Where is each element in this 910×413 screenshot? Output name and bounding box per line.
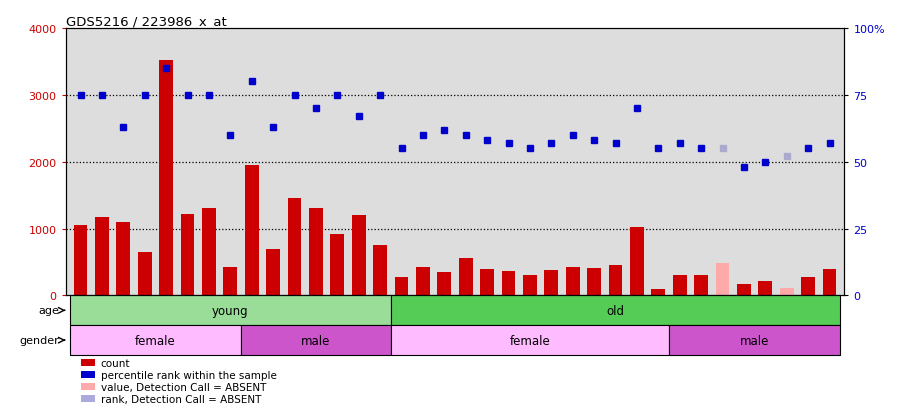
Bar xyxy=(823,270,836,296)
Bar xyxy=(459,259,472,296)
Bar xyxy=(737,285,751,296)
Bar xyxy=(672,276,687,296)
Bar xyxy=(438,272,451,296)
Bar xyxy=(390,325,669,355)
Text: male: male xyxy=(740,334,769,347)
Bar xyxy=(715,263,730,296)
Bar xyxy=(609,266,622,296)
Bar xyxy=(70,296,390,325)
Bar xyxy=(373,246,387,296)
Bar xyxy=(352,216,366,296)
Text: value, Detection Call = ABSENT: value, Detection Call = ABSENT xyxy=(101,382,266,392)
Bar xyxy=(245,166,258,296)
Bar xyxy=(523,276,537,296)
Bar xyxy=(390,296,840,325)
Bar xyxy=(202,208,216,296)
Text: count: count xyxy=(101,358,130,368)
Text: GDS5216 / 223986_x_at: GDS5216 / 223986_x_at xyxy=(66,15,227,28)
Bar xyxy=(137,252,152,296)
Bar xyxy=(758,282,773,296)
Bar xyxy=(652,289,665,296)
Bar xyxy=(81,395,96,402)
Bar xyxy=(159,61,173,296)
Bar xyxy=(308,208,323,296)
Bar xyxy=(116,222,130,296)
Bar xyxy=(180,214,195,296)
Text: age: age xyxy=(38,306,59,316)
Bar xyxy=(395,277,409,296)
Bar xyxy=(81,359,96,366)
Bar xyxy=(801,277,815,296)
Text: young: young xyxy=(212,304,248,317)
Bar xyxy=(81,371,96,378)
Text: old: old xyxy=(606,304,624,317)
Text: rank, Detection Call = ABSENT: rank, Detection Call = ABSENT xyxy=(101,394,261,404)
Bar xyxy=(566,268,580,296)
Bar xyxy=(70,325,241,355)
Bar xyxy=(223,267,238,296)
Bar xyxy=(544,271,558,296)
Text: male: male xyxy=(301,334,330,347)
Bar xyxy=(416,268,430,296)
Text: female: female xyxy=(135,334,176,347)
Bar xyxy=(266,249,280,296)
Bar xyxy=(630,228,644,296)
Bar xyxy=(780,288,794,296)
Bar xyxy=(74,225,87,296)
Bar xyxy=(669,325,840,355)
Bar xyxy=(587,268,601,296)
Bar xyxy=(241,325,390,355)
Bar xyxy=(95,218,109,296)
Text: female: female xyxy=(510,334,551,347)
Bar xyxy=(288,199,301,296)
Bar xyxy=(501,271,515,296)
Bar xyxy=(81,383,96,390)
Text: percentile rank within the sample: percentile rank within the sample xyxy=(101,370,277,380)
Bar xyxy=(694,275,708,296)
Bar xyxy=(330,234,344,296)
Bar xyxy=(480,269,494,296)
Text: gender: gender xyxy=(19,335,59,345)
